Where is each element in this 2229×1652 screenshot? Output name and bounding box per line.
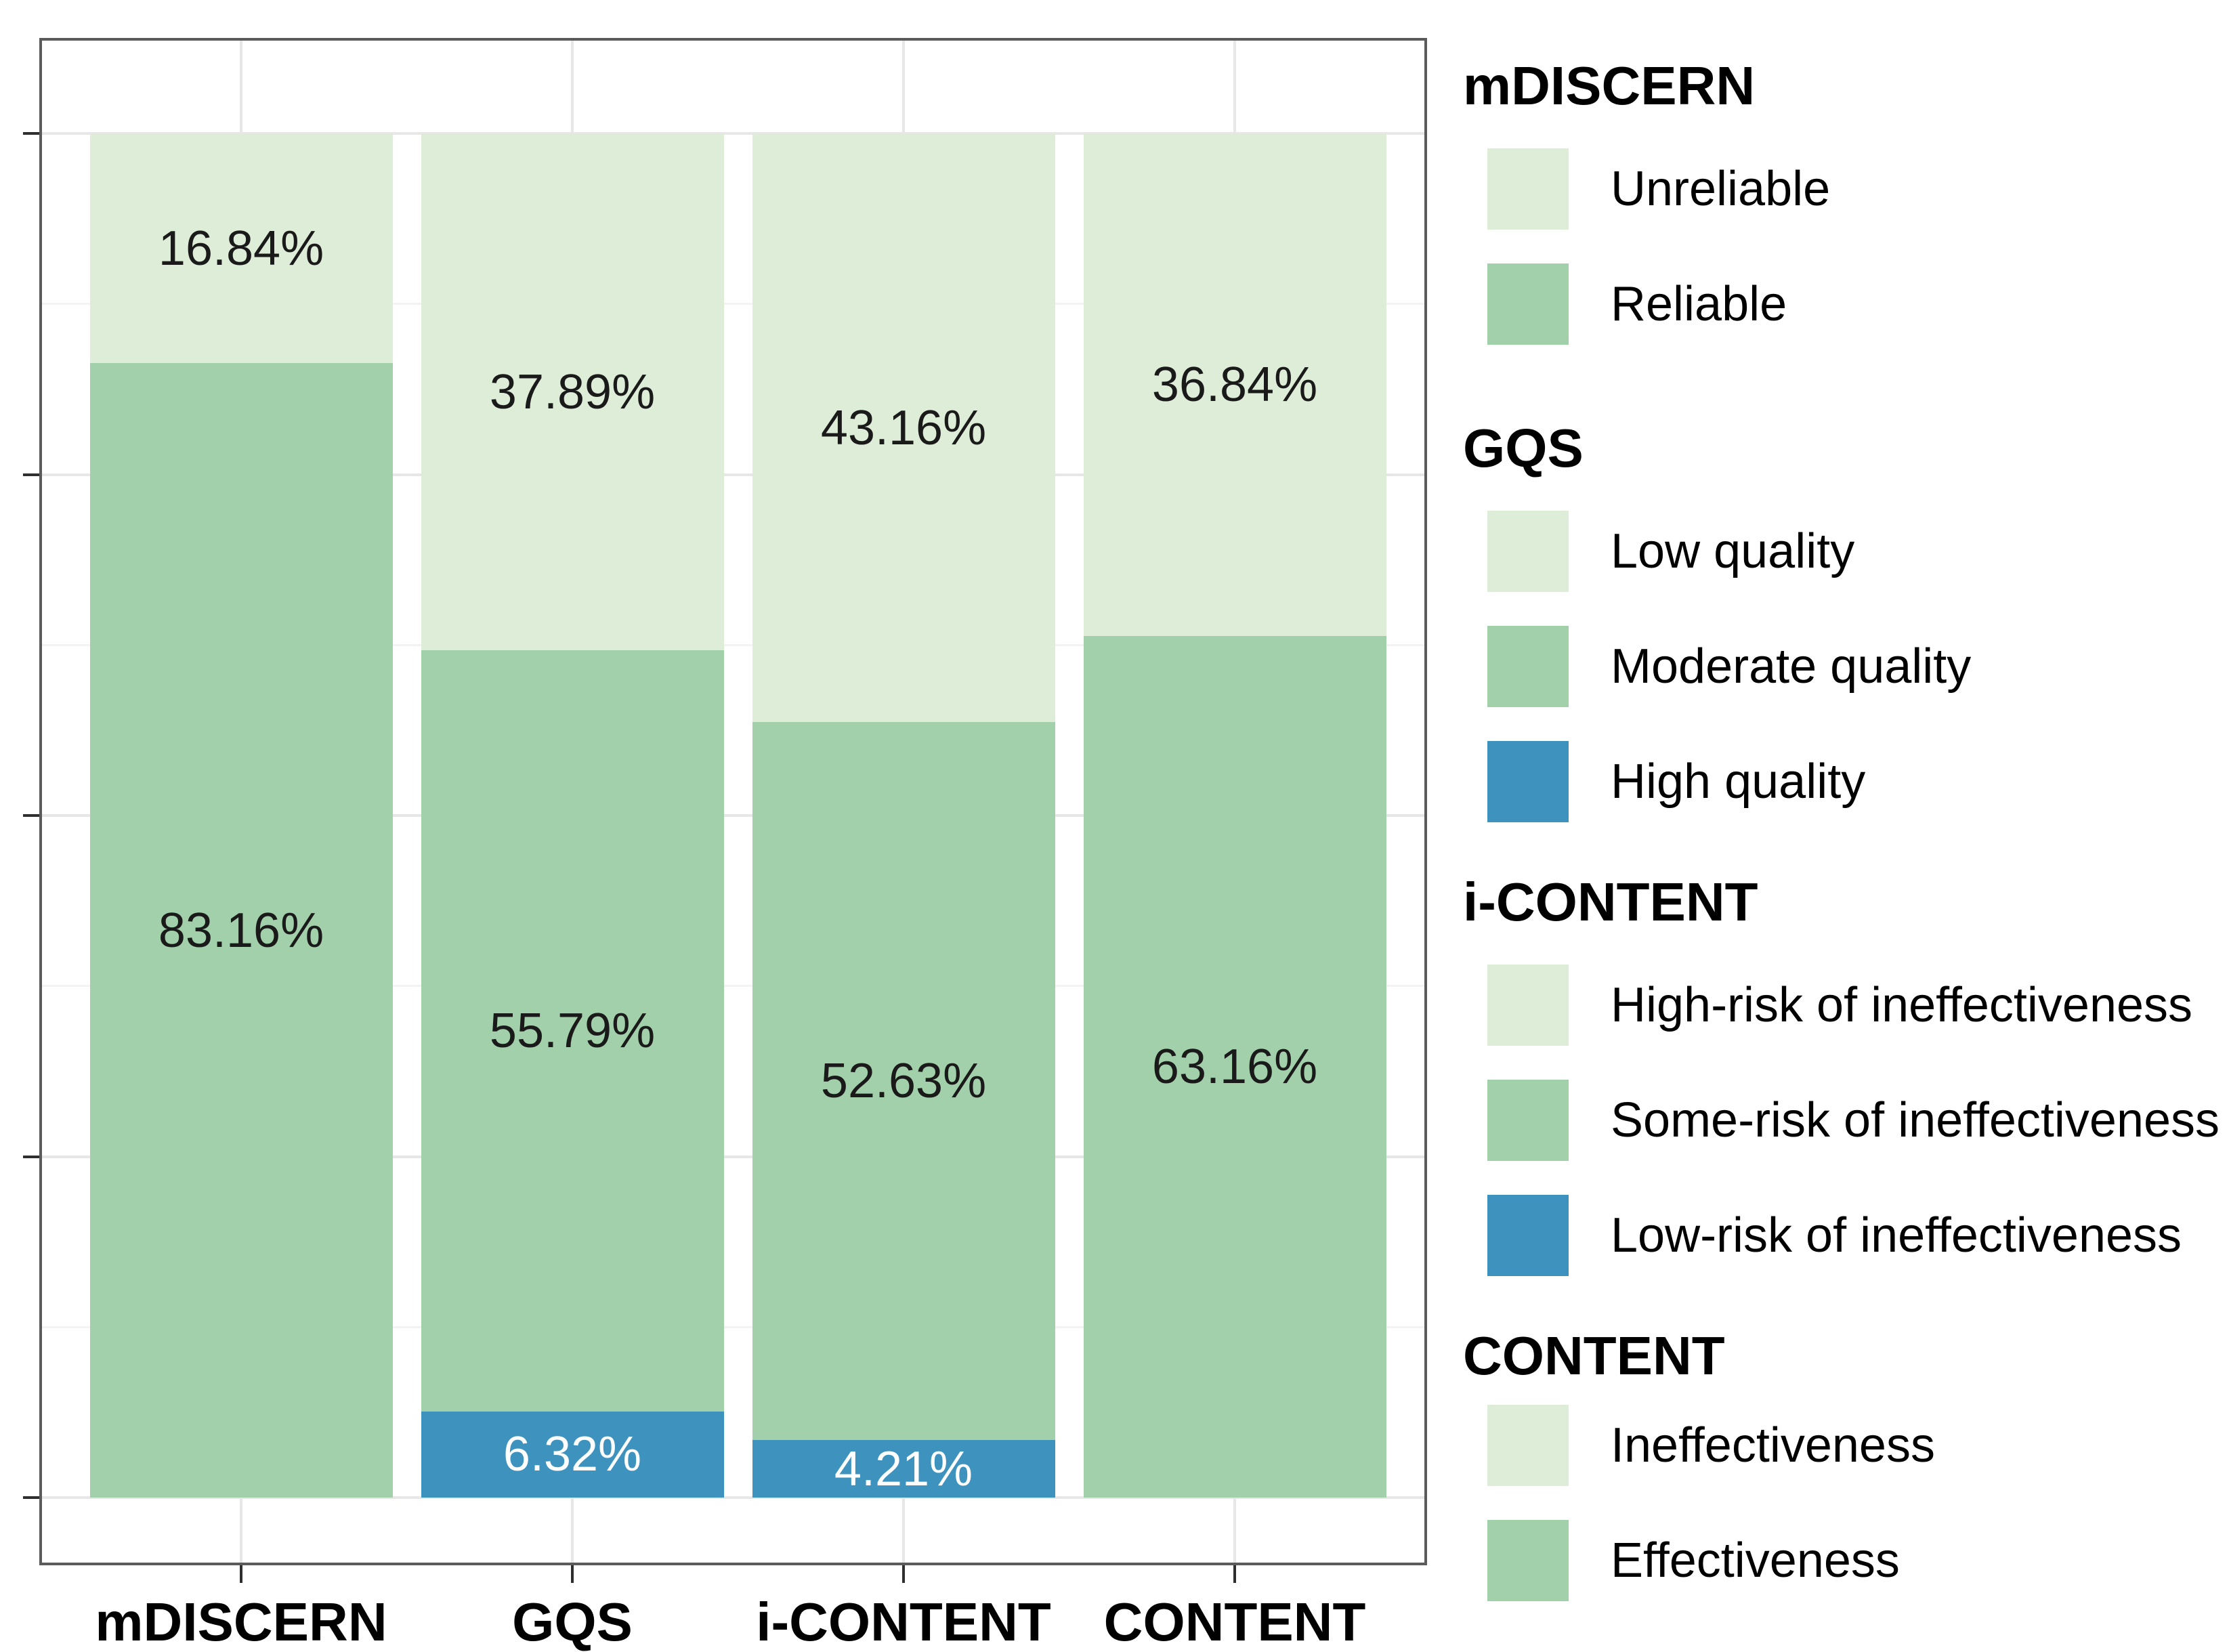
- legend-item-High quality: High quality: [1463, 741, 1971, 822]
- legend-swatch: [1487, 1405, 1569, 1486]
- legend-item-Moderate quality: Moderate quality: [1463, 626, 1971, 707]
- legend-group-CONTENT: CONTENT Ineffectiveness Effectiveness: [1463, 1328, 1935, 1601]
- gridline-major: [39, 1496, 1427, 1499]
- bar-segment-label: 4.21%: [834, 1441, 973, 1496]
- bar-segment-label: 36.84%: [1151, 357, 1318, 412]
- gridline-major: [39, 814, 1427, 817]
- bar-i-CONTENT: 43.16% 52.63% 4.21%: [752, 133, 1055, 1498]
- legend-swatch: [1487, 263, 1569, 345]
- bar-segment: 4.21%: [752, 1440, 1055, 1498]
- gridline-minor: [39, 643, 1427, 646]
- legend-item-label: High-risk of ineffectiveness: [1611, 978, 2193, 1032]
- bar-segment-label: 55.79%: [489, 1003, 656, 1058]
- legend-swatch: [1487, 965, 1569, 1046]
- legend-item-label: High quality: [1611, 755, 1866, 809]
- legend-swatch: [1487, 1080, 1569, 1161]
- legend-item-Some-risk of ineffectiveness: Some-risk of ineffectiveness: [1463, 1080, 2220, 1161]
- x-tick: [240, 1565, 242, 1583]
- legend-item-Low quality: Low quality: [1463, 511, 1971, 592]
- y-tick: [23, 1155, 39, 1158]
- bar-segment-label: 16.84%: [158, 221, 324, 276]
- bar-segment: 36.84%: [1083, 133, 1386, 636]
- y-tick: [23, 132, 39, 135]
- legend-item-label: Effectiveness: [1611, 1533, 1900, 1588]
- bar-segment-label: 83.16%: [158, 903, 324, 958]
- gridline-minor: [39, 1326, 1427, 1328]
- legend-group-title: CONTENT: [1463, 1326, 1725, 1386]
- legend-swatch: [1487, 1520, 1569, 1601]
- legend-item-label: Moderate quality: [1611, 639, 1972, 694]
- legend-item-label: Reliable: [1611, 277, 1787, 331]
- legend-group-title: i-CONTENT: [1463, 872, 1758, 932]
- legend-group-mDISCERN: mDISCERN Unreliable Reliable: [1463, 58, 1830, 345]
- bar-segment-label: 43.16%: [820, 400, 987, 455]
- x-axis-label-i-CONTENT: i-CONTENT: [756, 1592, 1051, 1652]
- y-tick: [23, 814, 39, 817]
- y-tick: [23, 1496, 39, 1499]
- legend-item-Unreliable: Unreliable: [1463, 148, 1830, 230]
- bar-segment: 55.79%: [421, 650, 724, 1412]
- bar-segment: 16.84%: [89, 133, 393, 364]
- gridline-major: [39, 132, 1427, 135]
- chart-panel: 16.84% 83.16% 37.89% 55.79% 6.32% 43.16% 52.63…: [39, 38, 1427, 1565]
- x-axis-label-GQS: GQS: [512, 1592, 633, 1652]
- x-axis-label-mDISCERN: mDISCERN: [95, 1592, 387, 1652]
- legend-item-label: Low-risk of ineffectiveness: [1611, 1208, 2182, 1263]
- legend-group-i-CONTENT: i-CONTENT High-risk of ineffectiveness Som…: [1463, 874, 2220, 1276]
- bar-segment-label: 52.63%: [820, 1054, 987, 1109]
- legend-swatch: [1487, 511, 1569, 592]
- legend-item-label: Low quality: [1611, 524, 1855, 578]
- bar-segment: 43.16%: [752, 133, 1055, 723]
- legend-item-Low-risk of ineffectiveness: Low-risk of ineffectiveness: [1463, 1195, 2220, 1276]
- legend-item-High-risk of ineffectiveness: High-risk of ineffectiveness: [1463, 965, 2220, 1046]
- legend-swatch: [1487, 626, 1569, 707]
- gridline-major: [39, 473, 1427, 476]
- legend-item-Effectiveness: Effectiveness: [1463, 1520, 1935, 1601]
- bar-segment: 6.32%: [421, 1411, 724, 1498]
- bar-CONTENT: 36.84% 63.16%: [1083, 133, 1386, 1498]
- x-tick: [902, 1565, 905, 1583]
- bar-segment: 52.63%: [752, 722, 1055, 1441]
- bar-segment: 37.89%: [421, 133, 724, 651]
- x-axis-label-CONTENT: CONTENT: [1103, 1592, 1366, 1652]
- legend-item-label: Some-risk of ineffectiveness: [1611, 1093, 2220, 1147]
- legend-item-label: Ineffectiveness: [1611, 1418, 1935, 1473]
- bar-GQS: 37.89% 55.79% 6.32%: [421, 133, 724, 1498]
- bar-segment-label: 6.32%: [503, 1427, 642, 1482]
- gridline-minor: [39, 985, 1427, 988]
- legend-item-Reliable: Reliable: [1463, 263, 1830, 345]
- legend-group-GQS: GQS Low quality Moderate quality High quali…: [1463, 420, 1971, 822]
- bar-segment: 63.16%: [1083, 635, 1386, 1498]
- bar-segment-label: 63.16%: [1151, 1039, 1318, 1094]
- legend-group-title: GQS: [1463, 418, 1584, 478]
- gridline-minor: [39, 303, 1427, 305]
- bar-segment-label: 37.89%: [489, 364, 656, 419]
- gridline-major: [39, 1155, 1427, 1158]
- bar-mDISCERN: 16.84% 83.16%: [89, 133, 393, 1498]
- legend-swatch: [1487, 148, 1569, 230]
- bar-segment: 83.16%: [89, 363, 393, 1498]
- x-tick: [1233, 1565, 1236, 1583]
- legend-swatch: [1487, 741, 1569, 822]
- legend-item-label: Unreliable: [1611, 162, 1831, 216]
- x-tick: [571, 1565, 574, 1583]
- y-tick: [23, 473, 39, 476]
- legend-item-Ineffectiveness: Ineffectiveness: [1463, 1405, 1935, 1486]
- legend-group-title: mDISCERN: [1463, 56, 1756, 116]
- legend-swatch: [1487, 1195, 1569, 1276]
